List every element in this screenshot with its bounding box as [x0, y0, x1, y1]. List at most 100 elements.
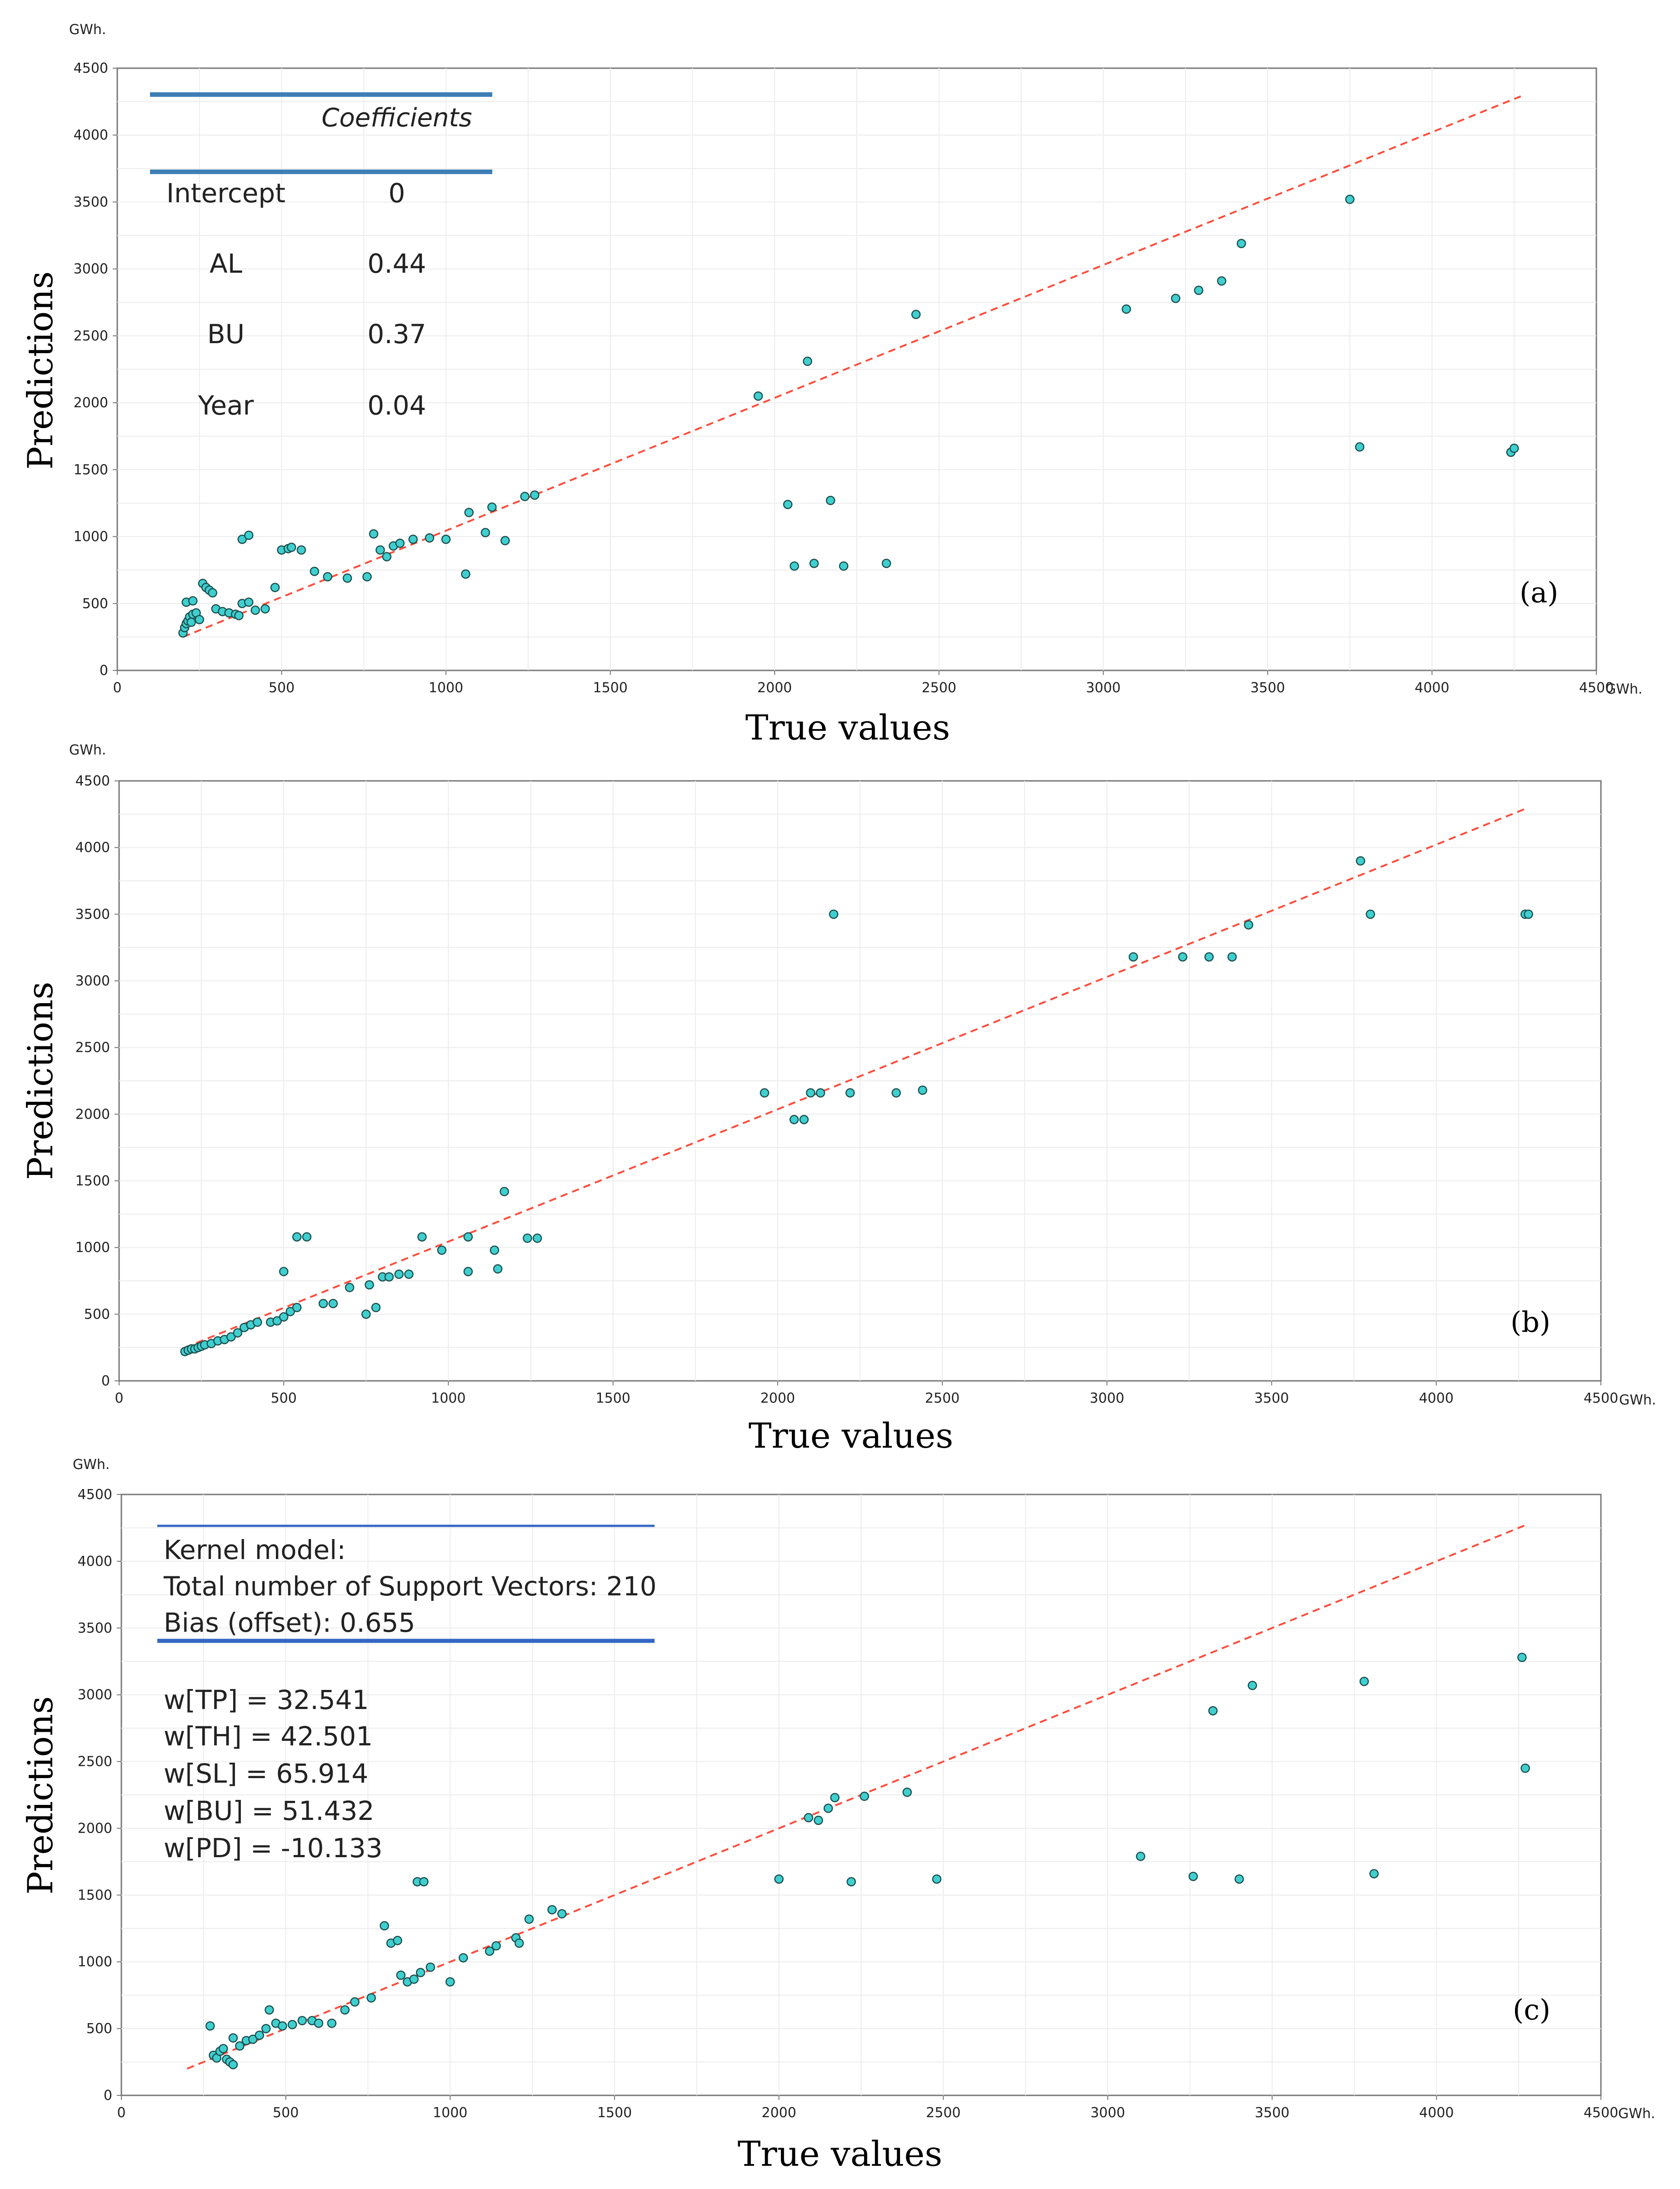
y-tick-label-a: 4000 [74, 127, 108, 143]
points-b [180, 856, 1533, 1356]
x-unit-a: GWh. [1605, 681, 1642, 697]
data-point-a [369, 529, 379, 539]
panel-label-b: (b) [1510, 1305, 1550, 1339]
x-ticks-b: 0 500 1000 1500 2000 2500 3000 3500 4000 4500 [115, 1381, 1618, 1406]
y-tick-label-c: 0 [104, 2088, 112, 2104]
data-point-a [803, 356, 812, 366]
y-tick-label-b: 2500 [75, 1040, 110, 1056]
data-point-b [532, 1233, 542, 1243]
x-tick-label-b: 3000 [1090, 1390, 1124, 1406]
kernel-weight-line: w[PD] = -10.133 [164, 1833, 383, 1864]
data-point-b [1355, 856, 1365, 866]
data-point-c [366, 1993, 376, 2003]
data-point-c [1369, 1869, 1379, 1879]
data-point-c [547, 1905, 557, 1914]
data-point-b [1524, 910, 1533, 919]
x-tick-label-c: 2500 [926, 2105, 960, 2121]
y-tick-label-a: 3000 [74, 261, 108, 277]
data-point-a [839, 561, 849, 571]
data-point-c [804, 1813, 814, 1823]
panel-b: 0 500 1000 1500 2000 2500 3000 3500 4000 4500 0 50… [20, 742, 1656, 1456]
data-point-c [255, 2030, 265, 2040]
data-point-a [395, 539, 405, 548]
table-row-value: 0.37 [367, 319, 426, 350]
data-point-a [342, 573, 352, 583]
y-tick-label-c: 4500 [78, 1487, 112, 1503]
points-c [205, 1653, 1530, 2069]
y-tick-label-a: 2000 [74, 395, 108, 411]
data-point-b [318, 1299, 328, 1309]
data-point-b [815, 1088, 825, 1098]
data-point-b [394, 1269, 404, 1279]
data-point-c [228, 2033, 238, 2043]
data-point-c [823, 1804, 833, 1813]
data-point-b [361, 1309, 371, 1319]
data-point-b [272, 1316, 282, 1326]
y-tick-label-c: 500 [86, 2021, 112, 2037]
y-axis-title-a: Predictions [20, 271, 60, 470]
data-point-a [362, 572, 372, 582]
data-point-b [226, 1332, 236, 1342]
x-tick-label-a: 4500 [1579, 680, 1614, 696]
data-point-a [1194, 285, 1204, 295]
x-tick-label-c: 3500 [1255, 2105, 1289, 2121]
data-point-b [829, 910, 839, 919]
panel-label-a: (a) [1520, 576, 1558, 609]
y-tick-label-c: 2000 [78, 1820, 112, 1836]
data-point-c [425, 1962, 435, 1972]
data-point-c [297, 2016, 307, 2025]
data-point-a [382, 552, 392, 561]
points-a [178, 195, 1519, 638]
data-point-a [1345, 195, 1355, 204]
data-point-b [806, 1088, 815, 1098]
data-point-a [244, 597, 254, 607]
data-point-b [437, 1245, 447, 1255]
data-point-c [860, 1791, 869, 1801]
data-point-b [1365, 910, 1375, 919]
x-tick-label-b: 4000 [1419, 1390, 1454, 1406]
table-row-name: Intercept [166, 178, 285, 209]
data-point-b [417, 1232, 427, 1242]
x-tick-label-c: 2000 [761, 2105, 796, 2121]
x-tick-label-a: 2000 [757, 680, 792, 696]
data-point-b [404, 1269, 414, 1279]
data-point-b [493, 1264, 503, 1274]
data-point-c [350, 1997, 360, 2007]
table-header: Coefficients [321, 103, 472, 133]
data-point-c [205, 2021, 215, 2031]
y-unit-a: GWh. [69, 22, 106, 38]
data-point-b [1227, 952, 1237, 962]
y-tick-label-c: 1500 [78, 1887, 112, 1903]
data-point-b [292, 1303, 302, 1312]
y-tick-label-c: 1000 [78, 1954, 112, 1970]
x-tick-label-b: 0 [115, 1390, 123, 1406]
data-point-a [408, 535, 418, 544]
y-tick-label-b: 1000 [75, 1240, 110, 1256]
data-point-c [514, 1938, 524, 1948]
y-tick-label-a: 1500 [74, 462, 108, 478]
data-point-c [218, 2044, 228, 2054]
y-ticks-c: 0 500 1000 1500 2000 2500 3000 3500 4000 4500 [78, 1487, 121, 2104]
data-point-a [244, 530, 254, 540]
y-tick-label-a: 0 [100, 663, 108, 679]
data-point-c [393, 1935, 402, 1945]
data-point-a [270, 583, 280, 592]
data-point-a [188, 596, 198, 606]
data-point-c [524, 1914, 534, 1924]
x-tick-label-a: 3500 [1250, 680, 1285, 696]
data-point-a [809, 559, 819, 568]
data-point-c [409, 1974, 419, 1984]
y-tick-label-a: 500 [82, 596, 108, 612]
data-point-a [783, 500, 793, 510]
x-tick-label-a: 1500 [593, 680, 627, 696]
data-point-c [1248, 1680, 1257, 1690]
data-point-c [485, 1946, 495, 1956]
table-row-value: 0 [389, 178, 405, 209]
data-point-b [490, 1245, 500, 1255]
x-tick-label-b: 3500 [1254, 1390, 1289, 1406]
y-unit-c: GWh. [73, 1457, 110, 1473]
coefficients-table: Coefficients Intercept 0 AL 0.44 BU 0.37… [150, 92, 492, 421]
panel-label-c: (c) [1513, 1993, 1550, 2026]
data-point-a [500, 536, 510, 545]
data-point-b [292, 1232, 302, 1242]
